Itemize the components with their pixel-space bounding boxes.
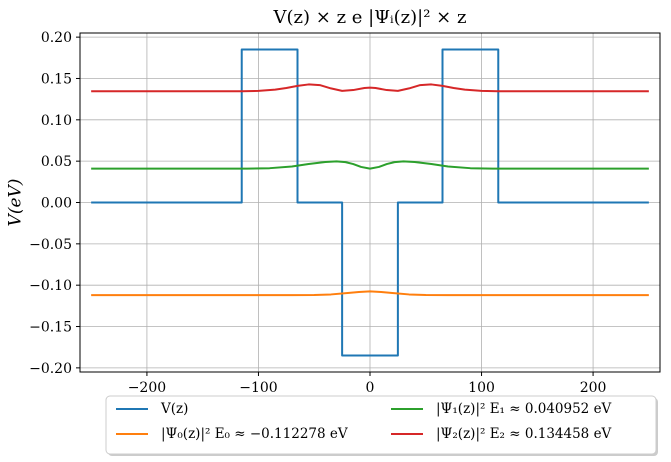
series-line-1 — [91, 290, 649, 297]
y-tick-label: −0.20 — [29, 361, 72, 377]
x-tick-label: −200 — [128, 380, 166, 396]
series-line-2 — [91, 160, 649, 170]
tick-layer: −200 −100 0 100 200 −0.20 −0.15 −0.10 −0.05 0.00 0… — [29, 30, 606, 396]
y-tick-label: −0.05 — [29, 237, 72, 253]
legend: V(z) |Ψ₀(z)|² E₀ ≈ −0.112278 eV |Ψ₁(z)|² E… — [105, 395, 658, 456]
y-tick-label: 0.20 — [41, 30, 72, 46]
legend-label-1: |Ψ₀(z)|² E₀ ≈ −0.112278 eV — [161, 426, 348, 442]
series-layer — [91, 48, 649, 357]
series-line-3 — [91, 83, 649, 93]
x-tick-label: 0 — [366, 380, 375, 396]
legend-box — [105, 395, 657, 455]
x-tick-label: −100 — [239, 380, 277, 396]
chart-title: V(z) × z e |Ψᵢ(z)|² × z — [273, 7, 467, 28]
y-tick-label: 0.15 — [41, 71, 72, 87]
y-tick-label: −0.15 — [29, 320, 72, 336]
y-tick-label: 0.05 — [41, 154, 72, 170]
series-line-0 — [91, 48, 649, 357]
y-axis-label: V(eV) — [6, 179, 26, 227]
legend-label-2: |Ψ₁(z)|² E₁ ≈ 0.040952 eV — [436, 401, 612, 417]
x-tick-label: 200 — [580, 380, 607, 396]
x-tick-label: 100 — [468, 380, 495, 396]
y-tick-label: 0.10 — [41, 113, 72, 129]
y-tick-label: −0.10 — [29, 278, 72, 294]
y-tick-label: 0.00 — [41, 196, 72, 212]
legend-label-3: |Ψ₂(z)|² E₂ ≈ 0.134458 eV — [436, 426, 612, 442]
legend-label-0: V(z) — [160, 401, 188, 417]
